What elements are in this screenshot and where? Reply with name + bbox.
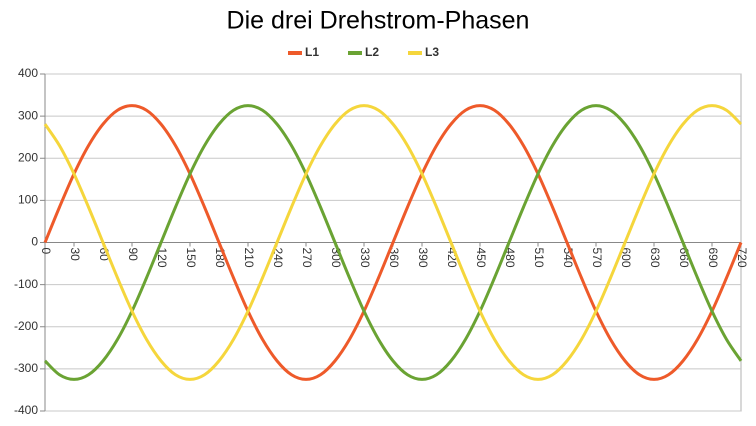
y-tick-label: -100 bbox=[14, 277, 38, 291]
x-tick-label: 690 bbox=[706, 248, 720, 268]
y-tick-label: 300 bbox=[18, 108, 38, 122]
series-line bbox=[43, 104, 743, 381]
series-line bbox=[43, 104, 743, 381]
chart-title: Die drei Drehstrom-Phasen bbox=[227, 7, 530, 35]
legend-label: L3 bbox=[425, 45, 439, 59]
y-tick-label: -200 bbox=[14, 319, 38, 333]
x-tick-label: 0 bbox=[39, 248, 53, 255]
y-tick-label: 0 bbox=[31, 235, 38, 249]
x-tick-label: 90 bbox=[126, 248, 140, 262]
y-tick-label: 400 bbox=[18, 66, 38, 80]
y-tick-label: -300 bbox=[14, 361, 38, 375]
series-line bbox=[43, 104, 743, 381]
x-tick-label: 150 bbox=[184, 248, 198, 268]
y-tick-label: 200 bbox=[18, 150, 38, 164]
legend-label: L2 bbox=[365, 45, 379, 59]
x-tick-label: 390 bbox=[416, 248, 430, 268]
y-tick-label: 100 bbox=[18, 193, 38, 207]
x-tick-label: 570 bbox=[590, 248, 604, 268]
x-tick-label: 330 bbox=[358, 248, 372, 268]
legend-label: L1 bbox=[305, 45, 319, 59]
x-tick-label: 450 bbox=[474, 248, 488, 268]
x-tick-label: 30 bbox=[68, 248, 82, 262]
x-tick-label: 210 bbox=[242, 248, 256, 268]
x-tick-label: 270 bbox=[300, 248, 314, 268]
y-tick-label: -400 bbox=[14, 403, 38, 417]
x-tick-label: 510 bbox=[532, 248, 546, 268]
x-tick-label: 630 bbox=[648, 248, 662, 268]
